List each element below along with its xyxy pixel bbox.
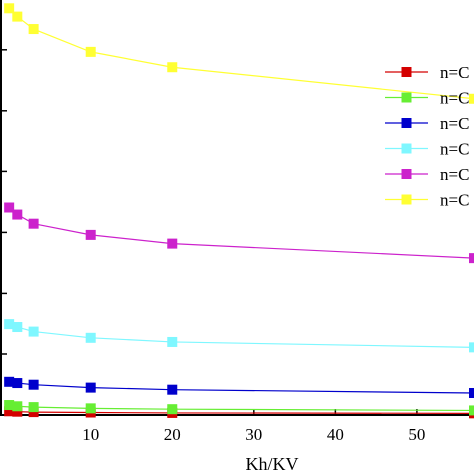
data-point-marker xyxy=(167,404,178,415)
data-point-marker xyxy=(4,376,15,387)
legend-label: n=C xyxy=(440,191,469,210)
legend-item: n=C xyxy=(385,89,469,108)
data-point-marker xyxy=(4,3,15,14)
data-point-marker xyxy=(12,378,23,389)
data-point-marker xyxy=(4,319,15,330)
legend: n=C n=C n=C n=C n=C n=C xyxy=(385,63,469,210)
legend-label: n=C xyxy=(440,63,469,82)
data-point-marker xyxy=(28,218,39,229)
axes xyxy=(0,0,474,416)
data-point-marker xyxy=(85,403,96,414)
series-6 xyxy=(4,3,474,104)
data-point-marker xyxy=(28,402,39,413)
data-point-marker xyxy=(469,253,474,264)
x-tick-label: 40 xyxy=(327,425,344,444)
data-point-marker xyxy=(85,332,96,343)
data-point-marker xyxy=(167,62,178,73)
series-line xyxy=(9,381,474,394)
data-point-marker xyxy=(469,93,474,104)
legend-marker xyxy=(401,67,412,77)
data-point-marker xyxy=(4,400,15,411)
data-point-marker xyxy=(12,401,23,412)
legend-item: n=C xyxy=(385,63,469,82)
series-2 xyxy=(4,400,474,416)
series-line xyxy=(8,207,474,259)
data-point-marker xyxy=(469,342,474,353)
legend-marker xyxy=(401,169,412,179)
x-tick-label: 30 xyxy=(245,425,262,444)
data-point-marker xyxy=(28,326,39,337)
legend-item: n=C xyxy=(385,191,469,210)
legend-label: n=C xyxy=(440,165,469,184)
data-point-marker xyxy=(4,202,15,213)
legend-label: n=C xyxy=(440,89,469,108)
data-point-marker xyxy=(12,406,23,417)
data-point-marker xyxy=(85,229,96,240)
legend-marker xyxy=(401,118,412,128)
legend-item: n=C xyxy=(385,140,469,159)
data-point-marker xyxy=(28,24,39,35)
series-3 xyxy=(4,376,474,399)
x-tick-label: 10 xyxy=(82,425,99,444)
data-point-marker xyxy=(12,322,23,333)
legend-item: n=C xyxy=(385,114,469,133)
data-point-marker xyxy=(12,209,23,220)
data-point-marker xyxy=(12,11,23,22)
data-point-marker xyxy=(85,46,96,57)
series-4 xyxy=(4,319,474,353)
legend-label: n=C xyxy=(440,140,469,159)
series-group xyxy=(4,3,474,419)
data-point-marker xyxy=(469,388,474,399)
x-tick-label: 50 xyxy=(408,425,425,444)
y-ticks xyxy=(1,49,7,416)
data-point-marker xyxy=(85,382,96,393)
data-point-marker xyxy=(167,238,178,249)
legend-label: n=C xyxy=(440,114,469,133)
legend-item: n=C xyxy=(385,165,469,184)
data-point-marker xyxy=(28,379,39,390)
data-point-marker xyxy=(167,336,178,347)
legend-marker xyxy=(401,143,412,154)
series-line xyxy=(8,7,474,100)
data-point-marker xyxy=(167,384,178,395)
legend-marker xyxy=(401,194,412,205)
data-point-marker xyxy=(4,406,15,417)
legend-marker xyxy=(401,92,412,103)
series-line xyxy=(9,404,474,412)
series-line xyxy=(8,323,474,348)
x-tick-label: 20 xyxy=(164,425,181,444)
series-line xyxy=(9,410,474,414)
series-5 xyxy=(4,202,474,264)
data-point-marker xyxy=(469,405,474,416)
x-axis-label: Kh/KV xyxy=(246,454,299,474)
